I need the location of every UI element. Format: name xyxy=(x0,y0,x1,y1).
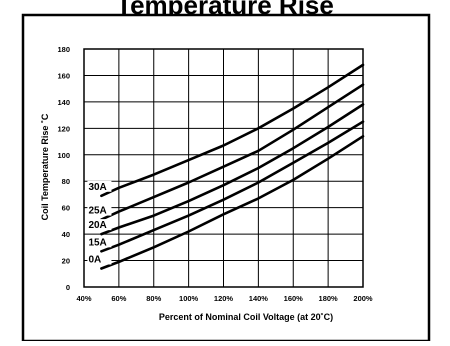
x-tick-label: 80% xyxy=(146,294,161,303)
axes xyxy=(83,48,364,288)
x-axis-label: Percent of Nominal Coil Voltage (at 20˚C… xyxy=(159,312,333,322)
y-tick-label: 20 xyxy=(62,257,70,266)
series-labels: 0A 15A 20A 25A 30A xyxy=(87,180,112,265)
y-tick-labels: 0 20 40 60 80 100 120 140 160 180 xyxy=(57,45,70,292)
series-label-bg-25a xyxy=(87,204,112,216)
series-label-30a: 30A xyxy=(88,182,106,193)
series-label-20a: 20A xyxy=(88,220,106,231)
y-tick-label: 180 xyxy=(57,45,70,54)
x-tick-label: 140% xyxy=(249,294,269,303)
series-line-30a xyxy=(100,63,365,198)
x-tick-label: 160% xyxy=(284,294,304,303)
x-tick-label: 120% xyxy=(214,294,234,303)
y-tick-label: 160 xyxy=(57,71,70,80)
series-label-bg-15a xyxy=(87,236,112,248)
series-line-20a xyxy=(100,103,365,236)
series-group xyxy=(100,63,365,270)
series-label-bg-20a xyxy=(87,219,112,231)
y-tick-label: 140 xyxy=(57,98,70,107)
plot-area-frame xyxy=(83,48,364,288)
series-label-0a: 0A xyxy=(88,254,101,265)
y-tick-label: 40 xyxy=(62,230,70,239)
y-axis-label: Coil Temperature Rise ˚C xyxy=(40,113,50,220)
x-tick-label: 40% xyxy=(76,294,91,303)
x-tick-label: 180% xyxy=(319,294,339,303)
y-tick-label: 60 xyxy=(62,204,70,213)
x-tick-label: 60% xyxy=(111,294,126,303)
series-label-15a: 15A xyxy=(88,237,106,248)
series-label-bg-0a xyxy=(87,253,112,265)
y-tick-label: 80 xyxy=(62,177,70,186)
x-tick-label: 200% xyxy=(353,294,373,303)
y-tick-label: 0 xyxy=(66,283,70,292)
series-line-0a xyxy=(100,135,365,270)
series-line-25a xyxy=(100,83,365,221)
x-tick-labels: 40% 60% 80% 100% 120% 140% 160% 180% 200% xyxy=(76,294,372,303)
x-tick-label: 100% xyxy=(179,294,199,303)
series-label-bg-30a xyxy=(87,180,112,192)
y-tick-label: 120 xyxy=(57,124,70,133)
series-label-25a: 25A xyxy=(88,206,106,217)
y-tick-label: 100 xyxy=(57,151,70,160)
series-line-15a xyxy=(100,120,365,253)
